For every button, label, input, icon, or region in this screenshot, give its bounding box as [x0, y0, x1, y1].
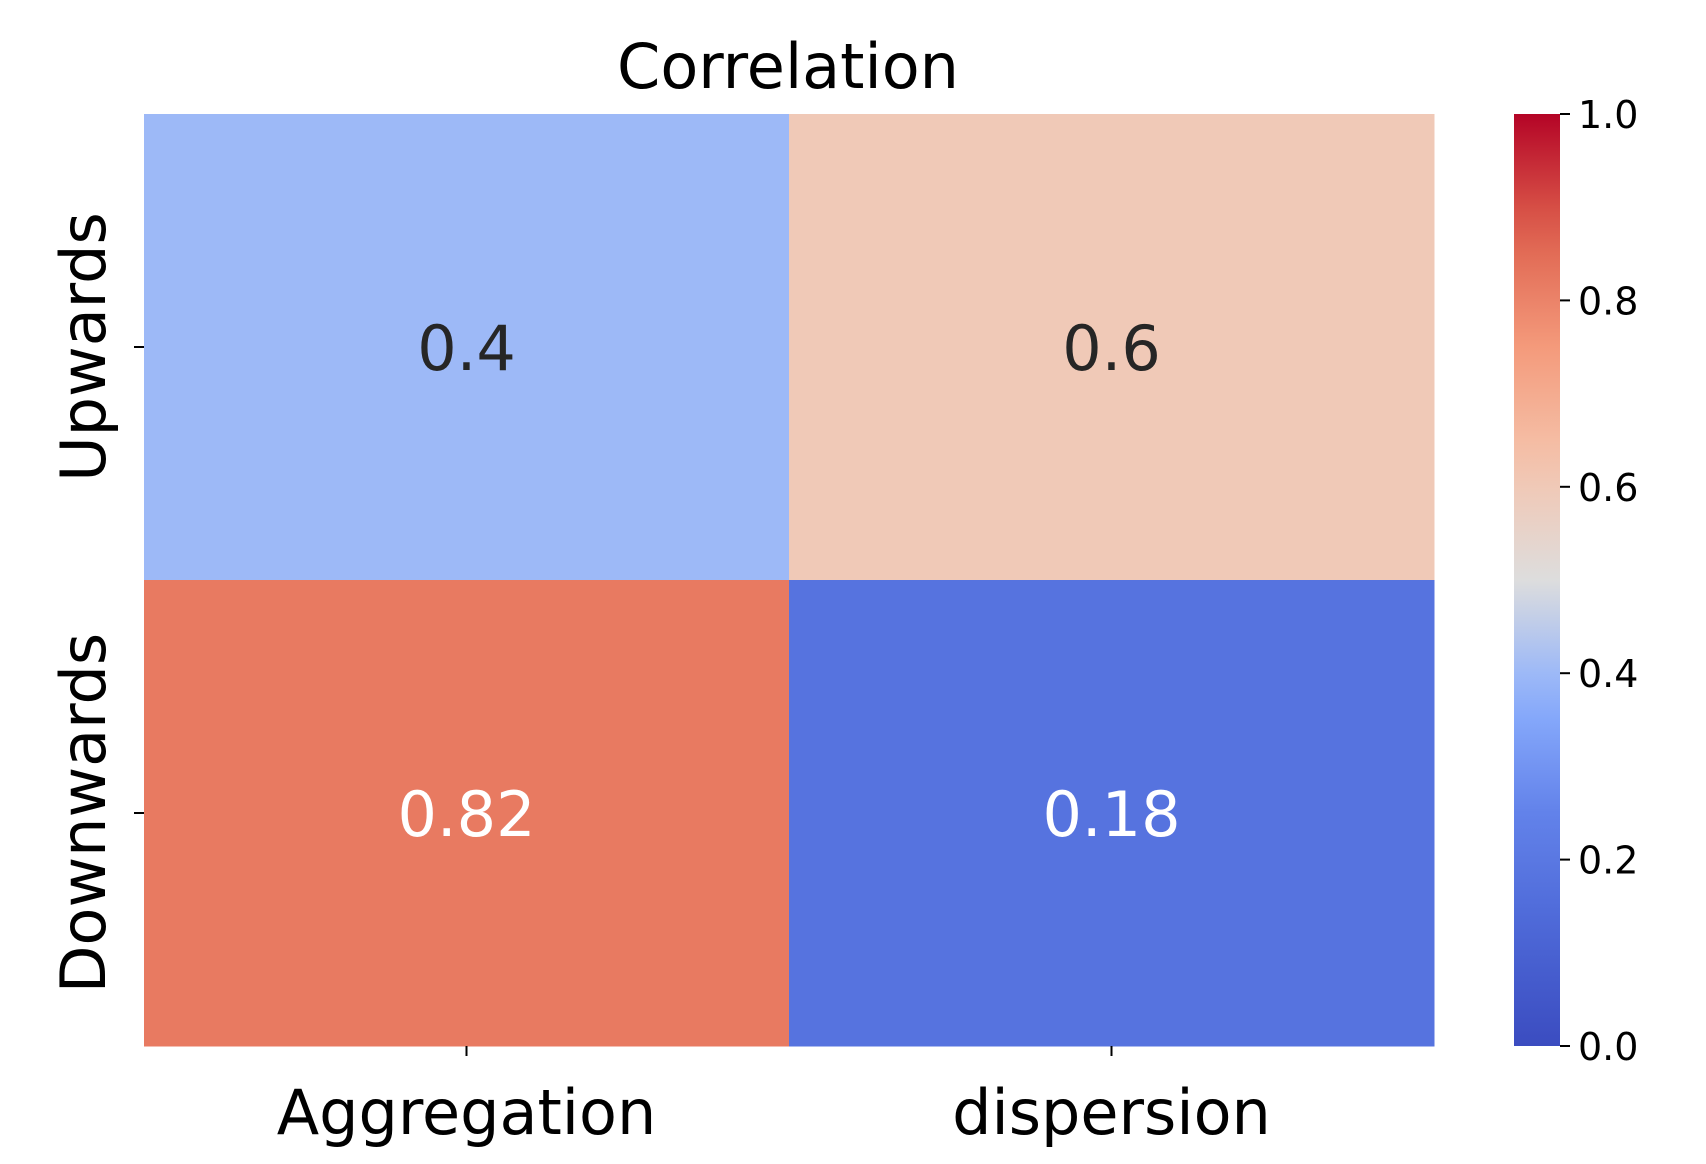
chart-title: Correlation: [617, 30, 959, 103]
colorbar-tick-label: 0.2: [1578, 839, 1638, 883]
cell-value-label: 0.4: [417, 312, 516, 385]
heatmap-cell: [789, 580, 1435, 1047]
heatmap-cell: [789, 114, 1435, 581]
colorbar-tick-label: 0.4: [1578, 652, 1638, 696]
row-labels: Upwards Downwards: [47, 212, 144, 993]
cell-value-label: 0.18: [1042, 778, 1180, 851]
colorbar-tick-label: 0.6: [1578, 466, 1638, 510]
heatmap-cells: [144, 114, 1435, 1047]
colorbar: 0.0 0.2 0.4 0.6 0.8 1.0: [1514, 93, 1638, 1069]
colorbar-tick-label: 1.0: [1578, 93, 1638, 137]
column-labels: Aggregation dispersion: [277, 1046, 1271, 1149]
cell-value-label: 0.82: [397, 778, 535, 851]
heatmap-cell: [144, 580, 790, 1047]
colorbar-gradient: [1514, 114, 1560, 1046]
column-label: dispersion: [952, 1076, 1271, 1149]
row-label: Upwards: [47, 212, 120, 482]
colorbar-tick-label: 0.0: [1578, 1025, 1638, 1069]
cell-value-label: 0.6: [1062, 312, 1161, 385]
column-label: Aggregation: [277, 1076, 657, 1149]
colorbar-tick-label: 0.8: [1578, 279, 1638, 323]
heatmap-cell: [144, 114, 790, 581]
row-label: Downwards: [47, 633, 120, 993]
heatmap-cell-labels: 0.4 0.6 0.82 0.18: [397, 312, 1180, 851]
